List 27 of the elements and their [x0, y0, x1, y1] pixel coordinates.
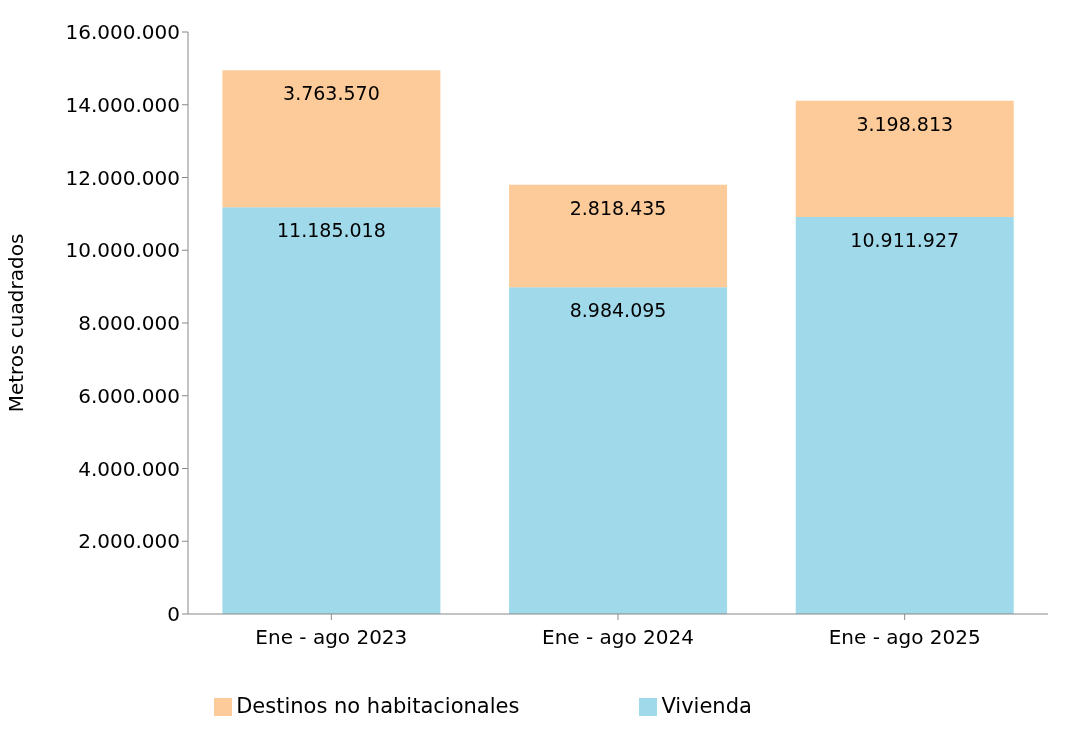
data-label: 2.818.435: [569, 196, 667, 219]
y-tick-label: 4.000.000: [78, 456, 180, 481]
y-tick-label: 10.000.000: [65, 238, 180, 263]
bar: [509, 287, 728, 614]
y-tick-label: 6.000.000: [78, 383, 180, 408]
bar: [222, 70, 441, 208]
y-tick-label: 16.000.000: [65, 20, 180, 45]
y-tick-label: 14.000.000: [65, 92, 180, 117]
data-label: 3.763.570: [283, 82, 380, 105]
bar: [795, 100, 1014, 218]
data-label: 3.198.813: [856, 112, 954, 135]
x-tick-label: Ene - ago 2024: [542, 625, 694, 650]
y-tick-label: 8.000.000: [78, 311, 180, 336]
bar: [509, 184, 728, 288]
y-tick-label: 2.000.000: [78, 529, 180, 554]
y-axis-title: Metros cuadrados: [4, 233, 29, 413]
x-tick-label: Ene - ago 2025: [828, 625, 981, 650]
legend-label: Vivienda: [661, 694, 752, 718]
data-label: 10.911.927: [850, 229, 960, 252]
y-tick-label: 0: [167, 602, 180, 627]
x-tick-label: Ene - ago 2023: [255, 625, 408, 650]
bar: [795, 217, 1014, 614]
data-label: 11.185.018: [277, 219, 386, 242]
bar: [222, 207, 441, 614]
y-tick-label: 12.000.000: [65, 165, 180, 190]
data-label: 8.984.095: [569, 299, 667, 322]
legend-label: Destinos no habitacionales: [236, 694, 520, 718]
